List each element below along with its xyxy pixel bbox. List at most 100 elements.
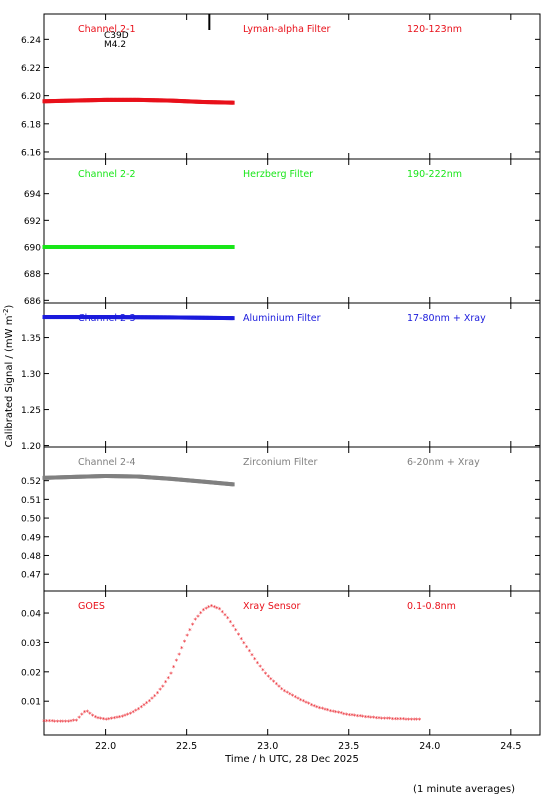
y-tick-label: 6.24	[21, 36, 41, 46]
data-point: *	[264, 670, 268, 678]
data-point: *	[339, 710, 343, 718]
data-point	[231, 245, 235, 249]
y-tick-label: 688	[24, 270, 41, 280]
y-tick-label: 0.04	[21, 610, 41, 620]
data-point: *	[364, 714, 368, 722]
panel-frame	[43, 158, 541, 304]
data-point: *	[156, 690, 160, 698]
data-point: *	[129, 710, 133, 718]
data-point: *	[188, 627, 192, 635]
y-tick-label: 694	[24, 190, 41, 200]
data-point: *	[140, 704, 144, 712]
data-point: *	[177, 651, 181, 659]
data-point: *	[415, 717, 419, 725]
data-point: *	[334, 709, 338, 717]
data-point	[231, 100, 235, 105]
data-point: *	[172, 664, 176, 672]
data-point: *	[361, 714, 365, 722]
x-tick-label: 23.5	[338, 741, 359, 752]
data-point: *	[148, 698, 152, 706]
data-point: *	[358, 713, 362, 721]
data-point: *	[115, 715, 119, 723]
panel-frame	[43, 446, 541, 592]
data-point: *	[145, 700, 149, 708]
footnote: (1 minute averages)	[413, 784, 515, 795]
x-tick-label: 22.0	[95, 741, 116, 752]
data-point: *	[226, 615, 230, 623]
band-label: 17-80nm + Xray	[407, 313, 486, 324]
data-point: *	[296, 696, 300, 704]
data-point: *	[323, 706, 327, 714]
data-point: *	[204, 605, 208, 613]
y-tick-label: 0.52	[21, 477, 41, 487]
data-point: *	[131, 709, 135, 717]
band-label: 120-123nm	[407, 24, 462, 35]
data-point: *	[239, 636, 243, 644]
panel-frame	[43, 590, 541, 736]
data-point: *	[185, 632, 189, 640]
channel-label: Channel 2-3	[78, 313, 136, 324]
x-tick-label: 22.5	[176, 741, 197, 752]
data-point: *	[404, 716, 408, 724]
data-point: *	[407, 716, 411, 724]
series-points: * * * * * * * * * * * * * * * * * * * * * * * * * * * * * * * * * * * * * * * *…	[42, 603, 422, 727]
filter-label: Lyman-alpha Filter	[243, 24, 331, 35]
channel-label: Channel 2-2	[78, 169, 136, 180]
data-point: *	[53, 718, 57, 726]
panel-5: 0.010.020.030.04* * * * * * * * * * * * * * * * * * * * * * * *…	[21, 590, 541, 752]
y-tick-label: 6.22	[21, 64, 41, 74]
data-point: *	[85, 709, 89, 717]
data-point: *	[80, 712, 84, 720]
data-point: *	[356, 713, 360, 721]
panel-1: 6.16 6.18 6.20 6.22 6.24 Channel 2-1 Lyman-alp…	[21, 13, 541, 160]
x-axis-label: Time / h UTC, 28 Dec 2025	[224, 754, 359, 765]
data-point: *	[326, 707, 330, 715]
data-point: *	[215, 605, 219, 613]
data-point: *	[377, 715, 381, 723]
data-point: *	[285, 690, 289, 698]
series-points	[42, 315, 235, 321]
data-point: *	[99, 716, 103, 724]
data-point: *	[393, 716, 397, 724]
y-tick-label: 6.20	[21, 92, 41, 102]
data-point: *	[310, 702, 314, 710]
data-point: *	[229, 619, 233, 627]
data-point: *	[77, 714, 81, 722]
panel-2: 686 688 690 692 694 Channel 2-2 Herzberg Filte…	[24, 158, 541, 307]
data-point: *	[329, 708, 333, 716]
data-point: *	[194, 617, 198, 625]
data-point: *	[69, 718, 73, 726]
y-tick-label: 0.51	[21, 496, 41, 506]
data-point: *	[272, 679, 276, 687]
x-tick-label: 24.5	[500, 741, 521, 752]
data-point: *	[88, 711, 92, 719]
data-point: *	[164, 679, 168, 687]
data-point: *	[258, 664, 262, 672]
data-point: *	[72, 718, 76, 726]
data-point: *	[348, 712, 352, 720]
data-point: *	[366, 714, 370, 722]
data-point: *	[134, 708, 138, 716]
data-point: *	[45, 718, 49, 726]
data-point: *	[118, 714, 122, 722]
flare-annotation: C39D	[104, 31, 129, 41]
data-point: *	[48, 718, 52, 726]
data-point: *	[207, 604, 211, 612]
y-tick-label: 0.50	[21, 515, 41, 525]
data-point: *	[321, 706, 325, 714]
channel-label: Channel 2-4	[78, 457, 136, 468]
data-point: *	[175, 658, 179, 666]
data-point: *	[385, 716, 389, 724]
data-point: *	[231, 623, 235, 631]
series-points	[42, 473, 235, 487]
data-point: *	[256, 660, 260, 668]
data-point: *	[212, 604, 216, 612]
y-tick-label: 6.18	[21, 120, 41, 130]
data-point: *	[94, 714, 98, 722]
y-tick-label: 0.49	[21, 533, 41, 543]
y-axis-label-sup: -2	[2, 309, 10, 316]
series-points	[42, 245, 235, 249]
data-point: *	[137, 706, 141, 714]
filter-label: Xray Sensor	[243, 601, 301, 612]
data-point: *	[253, 656, 257, 664]
